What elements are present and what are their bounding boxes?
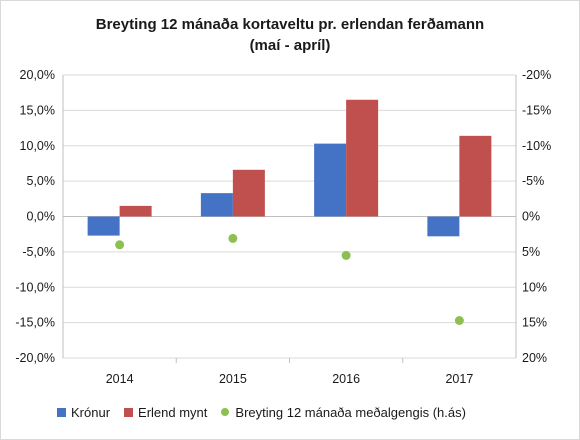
- legend-label-kronur: Krónur: [71, 404, 111, 420]
- legend: Krónur Erlend mynt Breyting 12 mánaða me…: [57, 403, 480, 421]
- y-tick-label-left: -10,0%: [15, 280, 55, 294]
- x-tick-label: 2016: [332, 372, 360, 386]
- legend-item-erlend-mynt: Erlend mynt: [124, 405, 207, 420]
- bar-erlend-mynt: [232, 169, 265, 217]
- point-medalgengi: [341, 250, 351, 260]
- y-tick-label-left: 0,0%: [27, 210, 56, 224]
- y-tick-label-left: 15,0%: [20, 103, 55, 117]
- bar-erlend-mynt: [346, 99, 379, 217]
- bar-kronur: [314, 143, 347, 217]
- bar-erlend-mynt: [119, 205, 152, 217]
- legend-item-medalgengi: Breyting 12 mánaða meðalgengis (h.ás): [221, 405, 466, 420]
- bar-kronur: [427, 216, 460, 237]
- bar-kronur: [87, 216, 120, 236]
- legend-label-medalgengi: Breyting 12 mánaða meðalgengis (h.ás): [235, 404, 466, 420]
- x-tick-label: 2017: [445, 372, 473, 386]
- y-tick-label-right: 5%: [522, 245, 540, 259]
- y-tick-label-right: -10%: [522, 139, 551, 153]
- y-tick-label-right: -15%: [522, 103, 551, 117]
- y-tick-label-left: 20,0%: [20, 68, 55, 82]
- bar-kronur: [200, 193, 233, 217]
- y-tick-label-right: -5%: [522, 174, 544, 188]
- legend-label-erlend-mynt: Erlend mynt: [138, 404, 208, 420]
- x-tick-label: 2015: [219, 372, 247, 386]
- y-tick-label-right: 0%: [522, 210, 540, 224]
- bar-erlend-mynt: [459, 135, 492, 217]
- point-medalgengi: [115, 240, 125, 250]
- legend-swatch-erlend-mynt: [124, 407, 134, 417]
- x-tick-label: 2014: [106, 372, 134, 386]
- y-tick-label-left: 5,0%: [27, 174, 56, 188]
- y-tick-label-left: -5,0%: [22, 245, 55, 259]
- y-tick-label-right: 15%: [522, 316, 547, 330]
- point-medalgengi: [454, 316, 464, 326]
- chart-title: Breyting 12 mánaða kortaveltu pr. erlend…: [95, 16, 485, 33]
- y-tick-label-left: 10,0%: [20, 139, 55, 153]
- legend-swatch-kronur: [57, 407, 66, 417]
- y-tick-label-right: 20%: [522, 351, 547, 365]
- y-tick-label-right: 10%: [522, 280, 547, 294]
- y-tick-label-left: -15,0%: [15, 316, 55, 330]
- legend-marker-medalgengi: [221, 408, 230, 416]
- legend-item-kronur: Krónur: [57, 405, 110, 420]
- y-tick-label-right: -20%: [522, 68, 551, 82]
- point-medalgengi: [228, 233, 238, 243]
- chart-subtitle: (maí - apríl): [249, 37, 331, 54]
- y-tick-label-left: -20,0%: [15, 351, 55, 365]
